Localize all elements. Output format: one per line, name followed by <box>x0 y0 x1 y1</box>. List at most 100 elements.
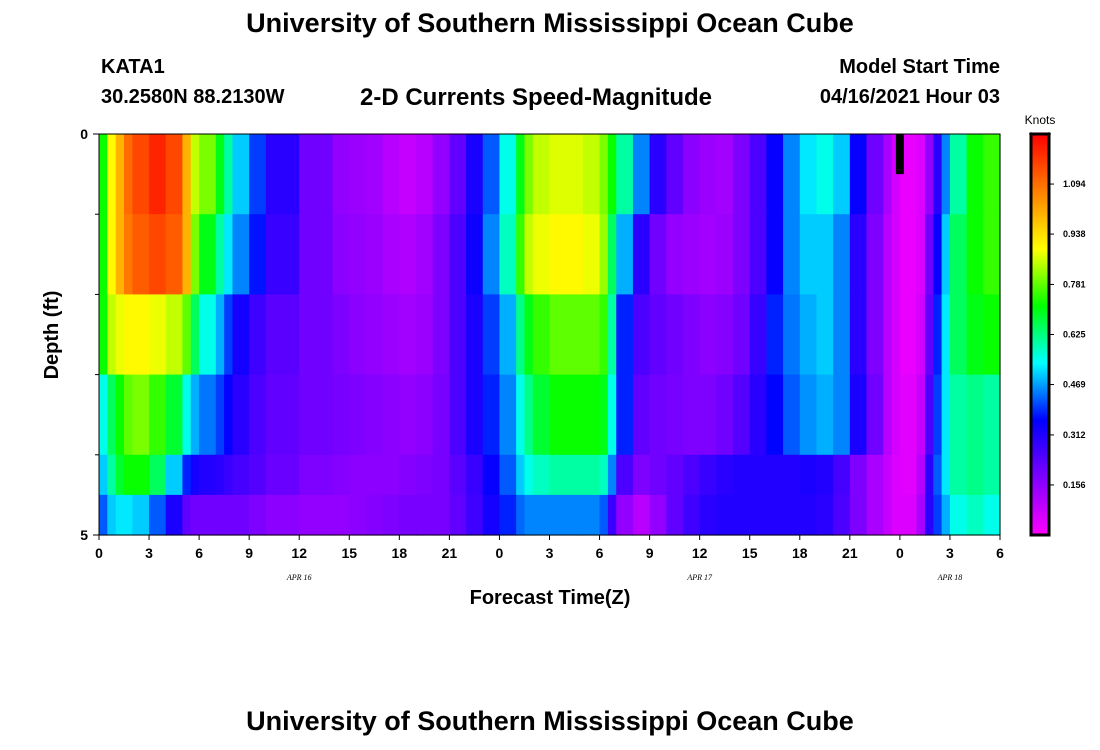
heatmap-cell <box>149 214 167 295</box>
heatmap-cell <box>532 374 551 456</box>
heatmap-cell <box>349 294 367 376</box>
heatmap-cell <box>749 494 768 536</box>
heatmap-cell <box>449 374 467 456</box>
heatmap-cell <box>924 134 934 215</box>
heatmap-cell <box>632 454 651 496</box>
x-tick-label: 21 <box>842 545 858 561</box>
heatmap-cell <box>199 374 217 456</box>
heatmap-cell <box>466 134 484 215</box>
heatmap-cell <box>349 374 367 456</box>
heatmap-cell <box>891 214 901 295</box>
heatmap-cell <box>866 454 884 496</box>
heatmap-cell <box>449 494 467 536</box>
heatmap-cell <box>449 134 467 215</box>
heatmap-cell <box>699 454 717 496</box>
heatmap-cell <box>299 134 334 215</box>
heatmap-cell <box>399 214 417 295</box>
heatmap-cell <box>232 454 250 496</box>
heatmap-cell <box>449 214 467 295</box>
heatmap-cell <box>265 494 300 536</box>
heatmap-cell <box>666 494 684 536</box>
heatmap-cell <box>190 454 200 496</box>
heatmap-cell <box>466 494 484 536</box>
heatmap-cell <box>599 134 609 215</box>
heatmap-cell <box>524 214 534 295</box>
heatmap-cell <box>966 494 984 536</box>
heatmap-cell <box>941 294 951 376</box>
heatmap-cell <box>983 494 1001 536</box>
heatmap-cell <box>833 374 851 456</box>
heatmap-cell <box>265 134 300 215</box>
heatmap-cell <box>365 214 384 295</box>
heatmap-cell <box>299 494 334 536</box>
heatmap-cell <box>332 214 350 295</box>
heatmap-cell <box>249 214 267 295</box>
heatmap-cell <box>682 294 701 376</box>
heatmap-cell <box>124 134 133 215</box>
x-tick-label: 0 <box>896 545 904 561</box>
heatmap-cell <box>899 454 918 496</box>
heatmap-cell <box>232 214 250 295</box>
heatmap-cell <box>866 294 884 376</box>
heatmap-cell <box>299 374 334 456</box>
heatmap-cell <box>182 494 192 536</box>
heatmap-cell <box>516 134 526 215</box>
heatmap-cell <box>666 454 684 496</box>
heatmap-cell <box>516 374 526 456</box>
heatmap-cell <box>941 134 951 215</box>
heatmap-cell <box>149 294 167 376</box>
heatmap-cell <box>766 214 784 295</box>
heatmap-cell <box>649 454 667 496</box>
heatmap-cell <box>849 294 868 376</box>
heatmap-cell <box>199 214 217 295</box>
colorbar-label: 0.156 <box>1063 480 1086 490</box>
heatmap-cell <box>499 494 517 536</box>
heatmap-cell <box>332 134 350 215</box>
heatmap-cell <box>499 374 517 456</box>
heatmap-cell <box>432 294 450 376</box>
heatmap-cell <box>549 134 584 215</box>
heatmap-cell <box>224 134 234 215</box>
y-axis-ticks: 05 <box>80 126 99 543</box>
heatmap-cell <box>165 374 184 456</box>
x-tick-label: 3 <box>946 545 954 561</box>
heatmap-cell <box>799 494 818 536</box>
heatmap-cell <box>249 294 267 376</box>
heatmap-cell <box>733 494 751 536</box>
heatmap-cell <box>265 454 300 496</box>
heatmap-cell <box>749 374 768 456</box>
heatmap-cell <box>499 454 517 496</box>
heatmap-cell <box>799 294 818 376</box>
heatmap-cell <box>582 294 601 376</box>
heatmap-cell <box>733 214 751 295</box>
heatmap-cell <box>224 454 234 496</box>
heatmap-cell <box>599 454 609 496</box>
heatmap-cell <box>949 134 968 215</box>
heatmap-cell <box>149 454 167 496</box>
heatmap-cell <box>749 214 768 295</box>
heatmap-cell <box>165 294 184 376</box>
heatmap-cell <box>232 294 250 376</box>
heatmap-cell <box>382 294 400 376</box>
heatmap-cell <box>699 214 717 295</box>
heatmap-cell <box>983 454 1001 496</box>
heatmap-cell <box>190 374 200 456</box>
heatmap-cell <box>799 454 818 496</box>
heatmap-cell <box>516 454 526 496</box>
heatmap-cell <box>524 454 534 496</box>
heatmap-cell <box>716 374 734 456</box>
heatmap-cell <box>332 294 350 376</box>
heatmap-cell <box>190 494 200 536</box>
heatmap-cell <box>733 454 751 496</box>
heatmap-cell <box>224 374 234 456</box>
page-title: University of Southern Mississippi Ocean… <box>246 8 854 38</box>
heatmap-cell <box>466 454 484 496</box>
heatmap-cell <box>899 214 918 295</box>
heatmap-cells <box>99 134 1001 536</box>
heatmap-cell <box>582 454 601 496</box>
heatmap-cell <box>215 454 225 496</box>
heatmap-cell <box>182 454 192 496</box>
heatmap-cell <box>265 374 300 456</box>
heatmap-cell <box>482 134 501 215</box>
heatmap-cell <box>682 374 701 456</box>
